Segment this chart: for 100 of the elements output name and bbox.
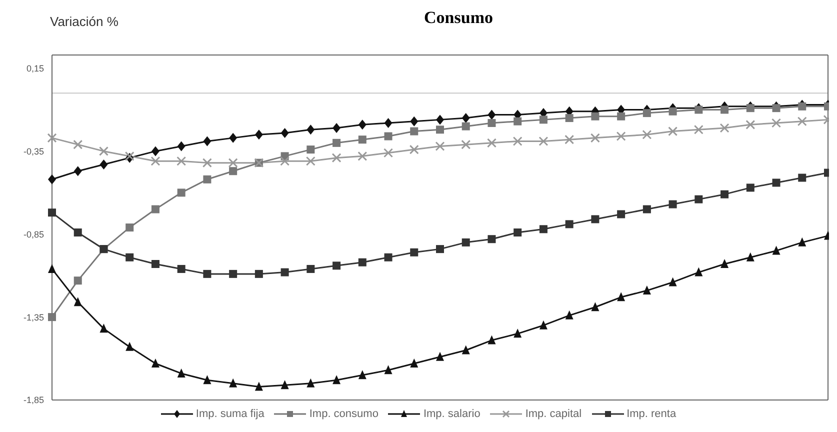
point xyxy=(462,238,470,246)
point xyxy=(514,228,522,236)
point xyxy=(565,114,574,122)
point xyxy=(48,208,56,217)
point xyxy=(384,253,392,262)
point xyxy=(306,264,315,273)
point xyxy=(151,260,160,268)
point xyxy=(694,195,703,204)
point xyxy=(486,138,496,148)
point xyxy=(151,205,160,214)
point xyxy=(176,156,186,166)
point xyxy=(642,205,651,214)
point xyxy=(332,153,342,163)
point xyxy=(797,116,807,126)
point xyxy=(512,136,522,146)
point xyxy=(332,122,341,133)
point xyxy=(332,262,341,270)
point xyxy=(74,297,82,306)
point xyxy=(617,292,626,302)
point xyxy=(98,146,108,156)
point xyxy=(48,313,56,322)
point xyxy=(280,268,289,276)
point xyxy=(772,104,780,112)
point xyxy=(100,159,108,170)
point xyxy=(436,114,444,125)
point xyxy=(746,104,754,112)
point xyxy=(539,225,548,234)
point xyxy=(126,342,134,351)
point xyxy=(746,184,754,192)
point xyxy=(746,120,756,130)
point xyxy=(332,138,341,147)
point xyxy=(798,102,806,110)
point xyxy=(617,210,626,218)
point xyxy=(73,140,83,150)
point xyxy=(410,358,418,368)
point xyxy=(254,130,263,140)
point xyxy=(591,302,600,312)
point xyxy=(538,136,548,146)
point xyxy=(177,368,186,378)
legend-label: Imp. salario xyxy=(423,408,480,420)
point xyxy=(151,358,160,368)
point xyxy=(410,116,418,126)
point xyxy=(384,365,392,374)
point xyxy=(177,141,186,152)
y-tick-label: -0,85 xyxy=(23,229,44,240)
point xyxy=(461,140,471,150)
point xyxy=(720,190,729,198)
point xyxy=(332,375,341,384)
chart-title: Consumo xyxy=(424,8,493,27)
point xyxy=(74,228,82,236)
point xyxy=(410,127,418,136)
point xyxy=(280,156,290,166)
point xyxy=(436,245,444,254)
point xyxy=(358,136,366,144)
point xyxy=(694,124,704,134)
y-tick-label: 0,15 xyxy=(26,63,44,74)
point xyxy=(409,144,419,154)
point xyxy=(590,133,600,143)
point xyxy=(514,328,522,338)
point xyxy=(539,320,548,330)
point xyxy=(280,128,289,138)
point xyxy=(488,335,496,344)
point xyxy=(306,156,316,166)
point xyxy=(488,119,496,128)
point xyxy=(591,215,600,224)
point xyxy=(384,148,394,158)
point xyxy=(668,277,677,286)
point xyxy=(798,237,806,246)
point xyxy=(694,106,703,114)
point xyxy=(150,156,160,166)
point xyxy=(48,264,56,273)
point xyxy=(488,110,496,120)
y-tick-label: -1,85 xyxy=(23,395,44,406)
point xyxy=(772,178,780,187)
point xyxy=(720,258,729,268)
point xyxy=(229,167,238,176)
point xyxy=(720,106,729,114)
point xyxy=(203,270,212,278)
point xyxy=(74,166,82,176)
point xyxy=(358,151,368,161)
point xyxy=(798,174,806,182)
point xyxy=(100,324,108,333)
point xyxy=(203,375,212,384)
y-axis-title: Variación % xyxy=(50,14,118,29)
point xyxy=(591,112,600,120)
point xyxy=(436,126,444,134)
point xyxy=(436,352,444,361)
point xyxy=(565,220,574,228)
point xyxy=(642,109,651,118)
point xyxy=(384,132,392,140)
point xyxy=(126,253,134,262)
legend-label: Imp. consumo xyxy=(309,408,378,420)
point xyxy=(488,235,496,244)
point xyxy=(48,174,56,184)
point xyxy=(358,370,366,380)
point xyxy=(202,158,212,168)
y-tick-label: -1,35 xyxy=(23,312,44,322)
point xyxy=(642,286,651,295)
point xyxy=(772,246,780,255)
point xyxy=(668,200,677,208)
